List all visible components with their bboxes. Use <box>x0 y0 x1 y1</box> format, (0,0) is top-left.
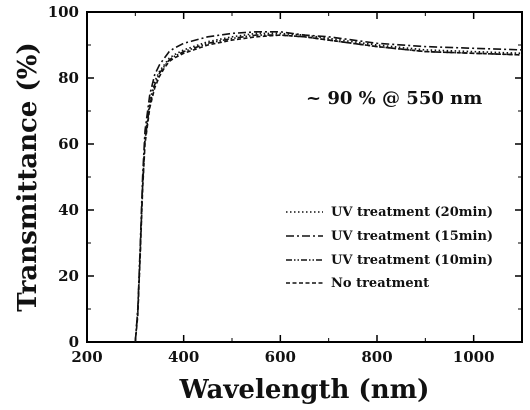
legend-label-1: UV treatment (20min) <box>331 205 493 220</box>
y-tick-label: 0 <box>69 333 79 351</box>
series-line-3 <box>134 34 523 343</box>
y-tick-label: 40 <box>58 201 79 219</box>
y-tick-label: 20 <box>58 267 79 285</box>
y-tick-label: 60 <box>58 135 79 153</box>
x-tick-label: 200 <box>71 348 102 366</box>
y-tick-label: 100 <box>48 3 79 21</box>
legend-label-3: UV treatment (10min) <box>331 253 493 268</box>
legend-label-2: UV treatment (15min) <box>331 229 493 244</box>
annotation-text: ~ 90 % @ 550 nm <box>306 88 482 109</box>
series-line-2 <box>134 30 523 343</box>
plot-frame <box>86 11 523 343</box>
x-tick-label: 1000 <box>453 348 495 366</box>
series-group <box>134 30 523 343</box>
series-line-1 <box>134 32 523 343</box>
x-tick-label: 800 <box>361 348 392 366</box>
x-axis-title: Wavelength (nm) <box>179 375 430 405</box>
y-tick-label: 80 <box>58 69 79 87</box>
x-tick-label: 400 <box>168 348 199 366</box>
x-tick-label: 600 <box>265 348 296 366</box>
legend: UV treatment (20min) UV treatment (15min)… <box>286 205 493 291</box>
y-axis-title: Transmittance (%) <box>13 42 43 311</box>
legend-label-4: No treatment <box>331 276 429 291</box>
x-axis-ticks: 200 400 600 800 1000 <box>71 12 495 366</box>
y-axis-ticks: 0 20 40 60 80 100 <box>48 3 522 351</box>
plot-border <box>86 11 523 343</box>
series-line-4 <box>134 34 523 343</box>
